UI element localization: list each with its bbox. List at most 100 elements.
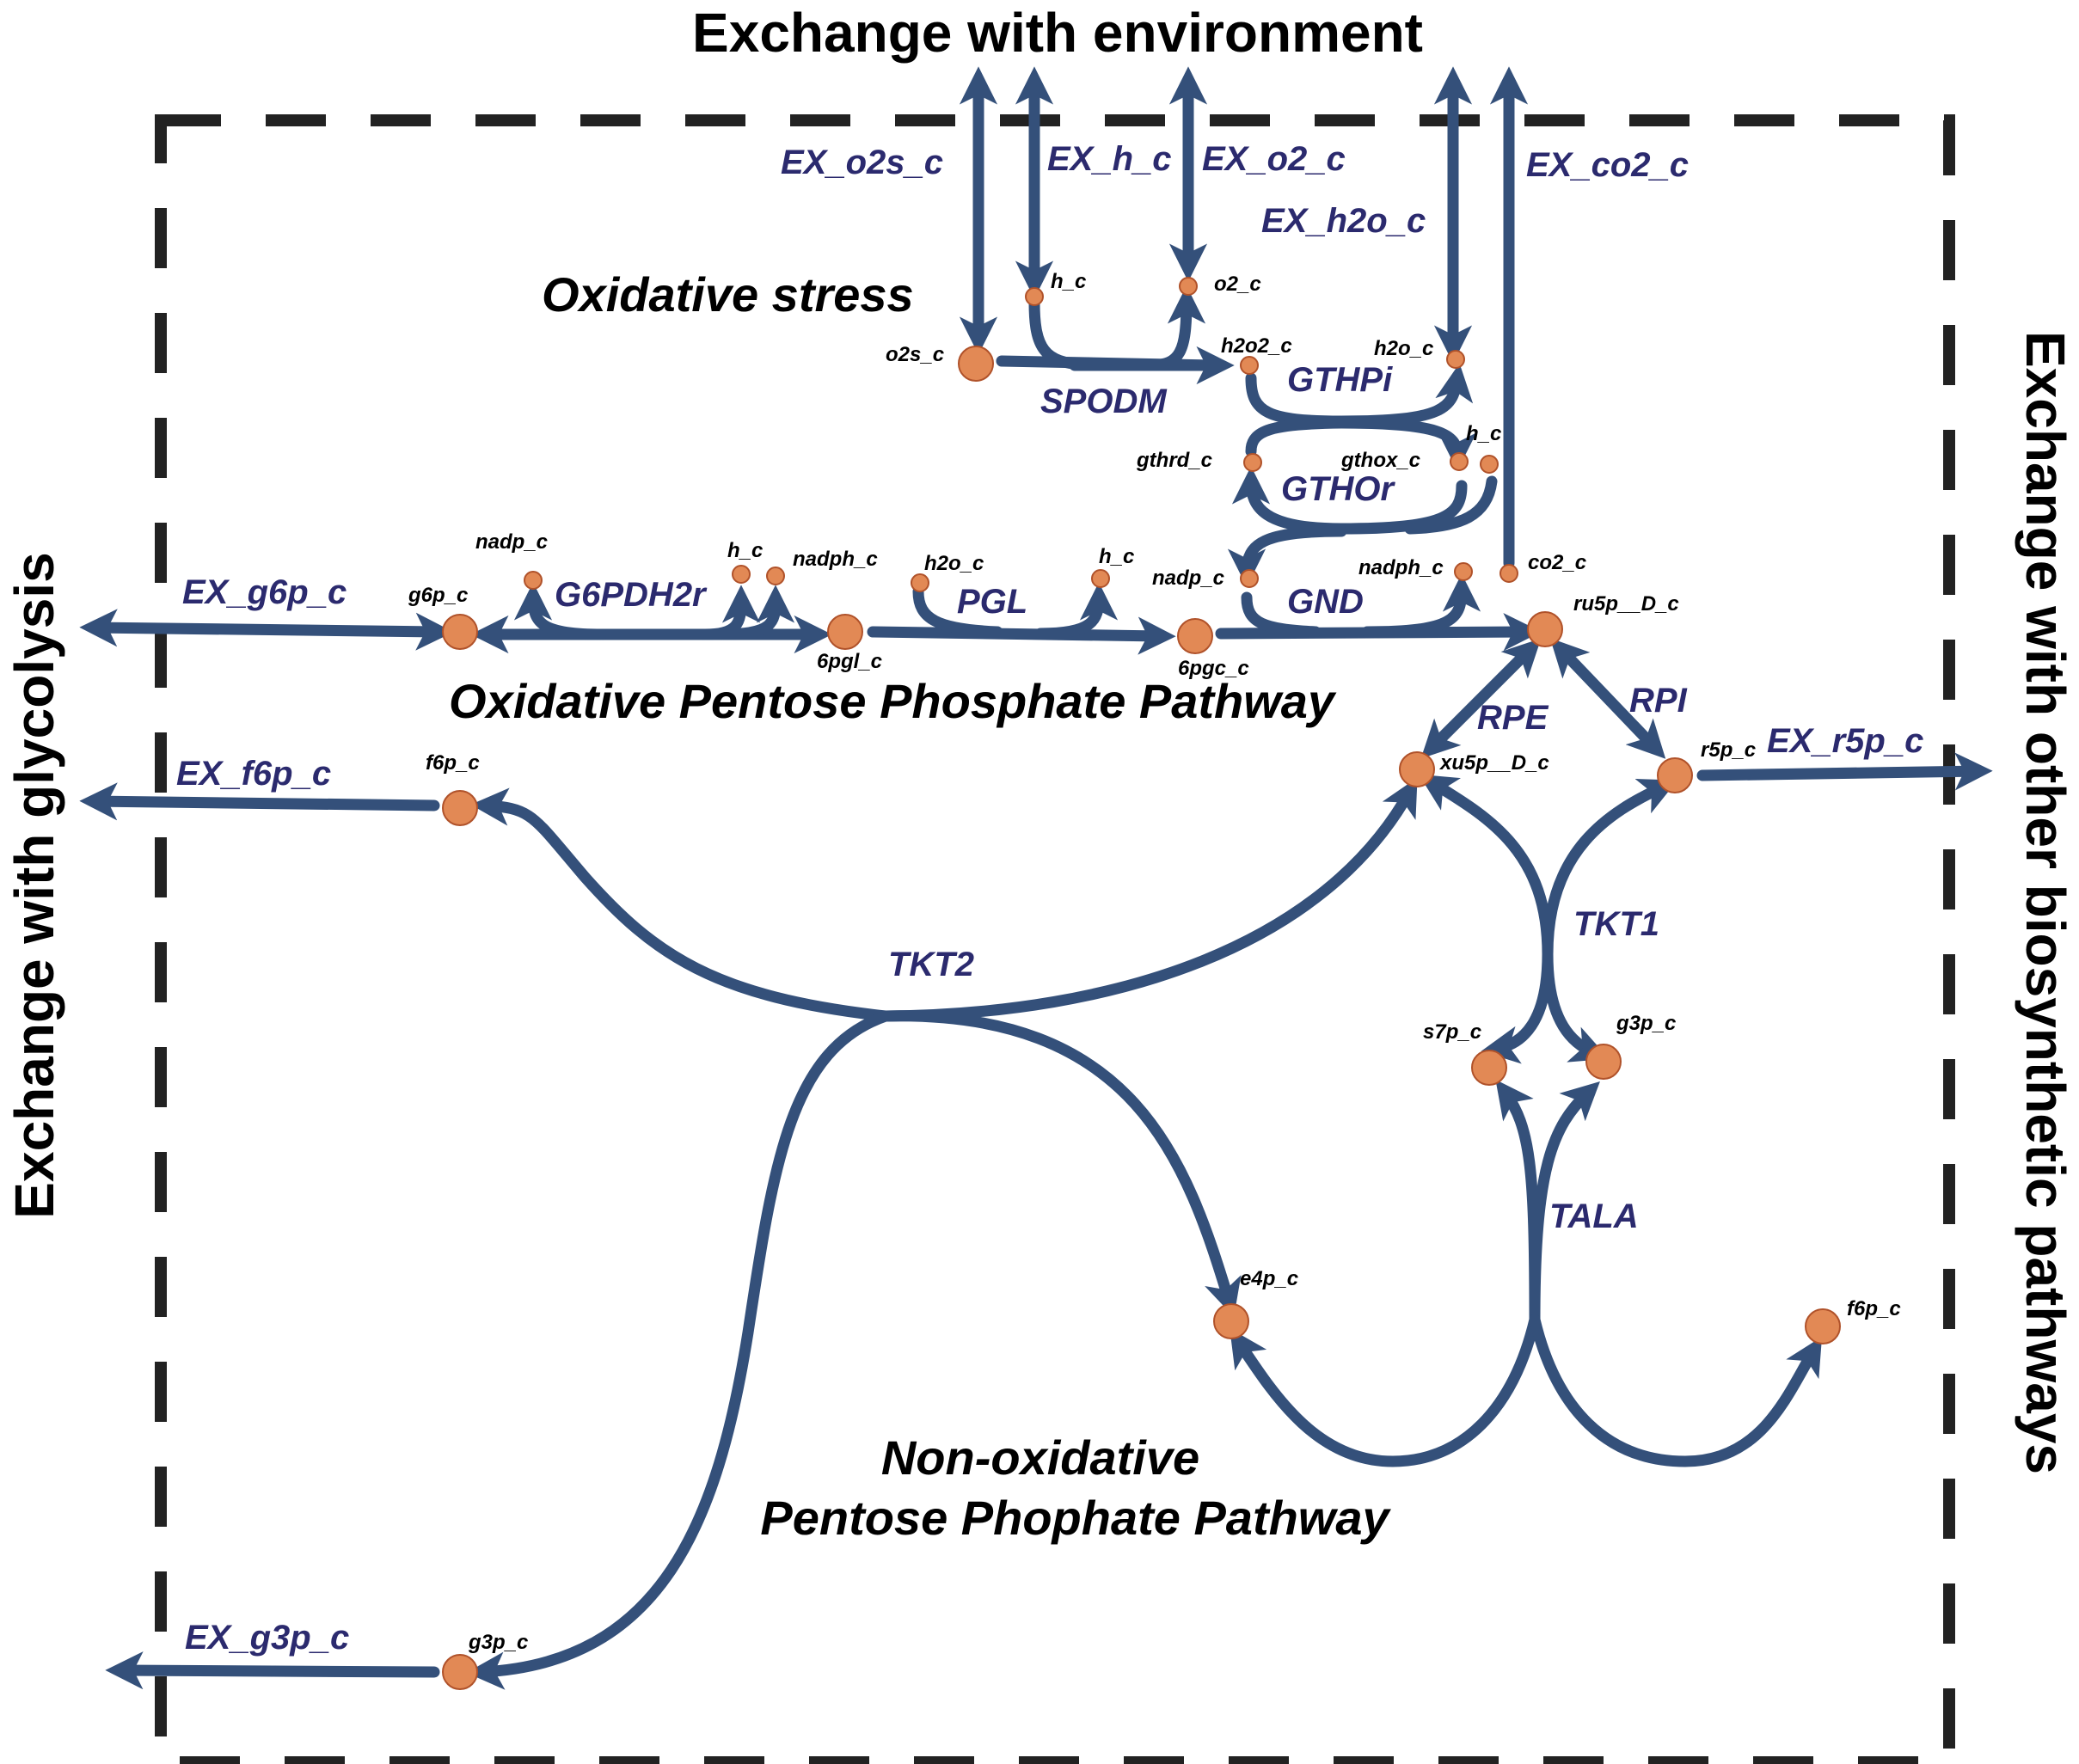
flux-tkt2-e4p xyxy=(880,1010,1242,1317)
node-gthox xyxy=(1450,452,1469,471)
met-g3p-left: g3p_c xyxy=(468,1631,528,1654)
flux-g6pdh2r-h xyxy=(699,585,761,640)
rxn-tkt2: TKT2 xyxy=(888,946,974,983)
region-oxidative-stress: Oxidative stress xyxy=(542,267,914,322)
node-g3p-right xyxy=(1585,1044,1622,1080)
met-xu5p: xu5p__D_c xyxy=(1438,751,1549,775)
met-r5p: r5p_c xyxy=(1701,738,1756,762)
flux-ex-f6p xyxy=(79,782,440,821)
met-g6p: g6p_c xyxy=(408,584,468,607)
title-exchange-glycolysis: Exchange with glycolysis xyxy=(3,552,65,1218)
node-h2o-top xyxy=(1446,350,1465,369)
met-h2o-top: h2o_c xyxy=(1374,337,1433,360)
rxn-gnd: GND xyxy=(1287,583,1364,621)
region-non-oxidative-line2: Pentose Phophate Pathway xyxy=(760,1491,1391,1545)
node-xu5p xyxy=(1399,751,1435,787)
title-exchange-biosynthetic: Exchange with other biosynthetic pathway… xyxy=(2015,331,2076,1474)
rxn-ex-r5p: EX_r5p_c xyxy=(1767,722,1923,760)
met-nadp-g6p: nadp_c xyxy=(475,530,548,554)
flux-rpe xyxy=(1420,638,1542,759)
node-f6p-right xyxy=(1805,1308,1841,1344)
met-co2: co2_c xyxy=(1528,551,1586,574)
flux-pgl xyxy=(867,616,1176,655)
flux-g6pdh2r-nadph xyxy=(716,585,795,640)
rxn-rpi: RPI xyxy=(1629,682,1688,720)
met-6pgc: 6pgc_c xyxy=(1178,657,1249,680)
node-o2s xyxy=(958,346,994,382)
metabolite-labels: o2s_c h_c o2_c h2o2_c h2o_c gthrd_c gtho… xyxy=(408,270,1901,1654)
node-ru5p xyxy=(1527,611,1563,647)
node-h2o-pgl xyxy=(911,573,929,592)
rxn-gthpi: GTHPi xyxy=(1287,361,1393,399)
flux-tkt2-f6p xyxy=(470,787,892,1022)
node-nadph-gnd xyxy=(1454,562,1473,581)
rxn-tkt1: TKT1 xyxy=(1573,905,1659,943)
reaction-labels: EX_o2s_c EX_h_c EX_o2_c EX_h2o_c EX_co2_… xyxy=(176,140,1923,1657)
rxn-spodm: SPODM xyxy=(1040,383,1168,420)
node-co2 xyxy=(1499,564,1518,583)
rxn-ex-o2s: EX_o2s_c xyxy=(781,144,943,181)
flux-tkt1-g3p xyxy=(1542,948,1610,1063)
region-non-oxidative-line1: Non-oxidative xyxy=(881,1430,1199,1485)
flux-gthor-gthox xyxy=(1335,480,1468,535)
flux-pgl-h2o xyxy=(912,585,1003,638)
flux-gthpi-gthox xyxy=(1335,417,1477,471)
met-o2: o2_c xyxy=(1214,273,1261,296)
rxn-ex-o2: EX_o2_c xyxy=(1202,140,1346,178)
flux-gthpi-gthrd xyxy=(1245,417,1347,457)
region-oxidative-ppp: Oxidative Pentose Phosphate Pathway xyxy=(449,674,1337,728)
flux-tala-e4p xyxy=(1230,1314,1541,1467)
node-nadph-g6p xyxy=(766,567,785,585)
rxn-rpe: RPE xyxy=(1477,699,1549,737)
rxn-ex-h2o: EX_h2o_c xyxy=(1261,202,1426,240)
flux-tala-g3p xyxy=(1529,1081,1600,1326)
met-h2o2: h2o2_c xyxy=(1221,334,1292,358)
met-g3p-right: g3p_c xyxy=(1616,1012,1676,1035)
node-h-gthor xyxy=(1480,455,1499,474)
met-h-gthor: h_c xyxy=(1466,422,1501,445)
met-nadph-gnd: nadph_c xyxy=(1358,556,1444,579)
node-h-pgl xyxy=(1091,569,1110,588)
node-6pgc xyxy=(1177,618,1213,654)
rxn-ex-h: EX_h_c xyxy=(1047,140,1172,178)
node-f6p-left xyxy=(442,790,478,826)
flux-rpi xyxy=(1549,638,1666,759)
node-h2o2 xyxy=(1240,356,1259,375)
flux-gnd-nadph xyxy=(1361,573,1481,638)
flux-gthor-h xyxy=(1404,475,1498,535)
flux-g6pdh2r-nadp xyxy=(513,582,608,640)
met-ru5p: ru5p__D_c xyxy=(1573,592,1679,616)
met-h2o-pgl: h2o_c xyxy=(924,552,984,575)
node-r5p xyxy=(1657,757,1693,793)
met-s7p: s7p_c xyxy=(1423,1020,1481,1044)
metabolite-nodes xyxy=(442,277,1841,1690)
flux-tkt1-xu5p xyxy=(1418,774,1554,960)
rxn-tala: TALA xyxy=(1549,1197,1639,1235)
node-g6p xyxy=(442,614,478,650)
node-gthrd xyxy=(1243,453,1262,472)
rxn-ex-f6p: EX_f6p_c xyxy=(176,755,331,793)
node-e4p xyxy=(1213,1303,1249,1339)
flux-tkt2-xu5p xyxy=(880,777,1418,1022)
met-o2s: o2s_c xyxy=(886,343,944,366)
met-h-g6p: h_c xyxy=(727,539,763,562)
node-h-top xyxy=(1025,287,1044,306)
node-nadp-g6p xyxy=(524,571,543,590)
rxn-g6pdh2r: G6PDH2r xyxy=(555,576,708,614)
node-g3p-left xyxy=(442,1654,478,1690)
title-exchange-environment: Exchange with environment xyxy=(692,2,1423,64)
flux-ex-g6p xyxy=(79,609,454,651)
rxn-ex-g6p: EX_g6p_c xyxy=(182,573,346,611)
met-f6p-right: f6p_c xyxy=(1847,1297,1901,1320)
met-nadp-gnd: nadp_c xyxy=(1152,567,1224,590)
flux-tkt2-g3p xyxy=(466,1010,892,1690)
met-e4p: e4p_c xyxy=(1240,1267,1298,1290)
flux-pgl-h xyxy=(1034,582,1119,640)
met-6pgl: 6pgl_c xyxy=(817,650,882,673)
rxn-gthor: GTHOr xyxy=(1281,470,1396,508)
flux-gthor-nadp xyxy=(1227,525,1347,587)
flux-tkt1-s7p xyxy=(1481,948,1554,1064)
met-gthrd: gthrd_c xyxy=(1136,449,1212,472)
flux-ex-r5p xyxy=(1696,752,1993,791)
